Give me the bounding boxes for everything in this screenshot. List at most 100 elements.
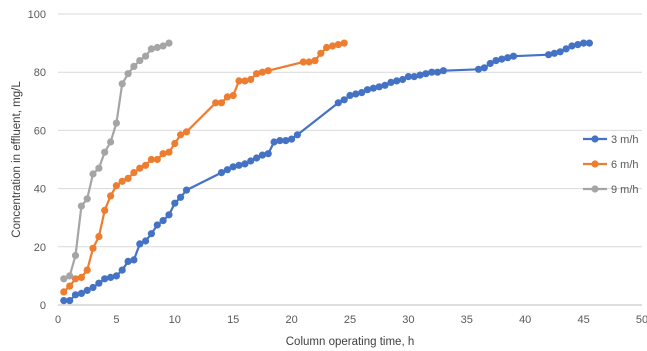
data-point <box>142 237 150 245</box>
data-point <box>112 182 120 190</box>
data-point <box>504 54 512 62</box>
legend-label: 6 m/h <box>611 159 639 171</box>
data-point <box>136 240 144 248</box>
data-point <box>223 166 231 174</box>
data-point <box>323 43 331 52</box>
data-point <box>235 77 243 85</box>
data-point <box>159 217 167 225</box>
data-point <box>159 150 167 158</box>
data-point <box>118 80 126 88</box>
data-point <box>474 65 483 73</box>
data-point <box>217 169 226 177</box>
y-axis-ticks: 0 20 40 60 80 100 <box>28 9 46 312</box>
data-point <box>399 75 407 84</box>
data-point <box>60 288 68 296</box>
data-point <box>142 52 150 60</box>
data-point <box>212 99 220 107</box>
x-tick-label: 15 <box>227 314 239 326</box>
legend-marker <box>591 160 599 168</box>
series-1 <box>60 39 348 296</box>
data-point <box>130 169 138 177</box>
data-point <box>509 52 518 60</box>
legend: 3 m/h 6 m/h 9 m/h <box>583 134 639 196</box>
data-point <box>124 257 132 265</box>
series-line <box>63 42 590 302</box>
data-point <box>258 68 266 76</box>
data-point <box>71 251 80 260</box>
legend-marker <box>591 185 599 193</box>
series-line <box>63 42 345 293</box>
data-point <box>130 256 138 264</box>
legend-item: 3 m/h <box>583 134 639 146</box>
data-point <box>147 230 155 238</box>
data-point <box>177 193 185 201</box>
data-point <box>585 39 594 47</box>
y-tick-label: 60 <box>34 125 46 137</box>
data-point <box>165 148 173 156</box>
x-tick-label: 10 <box>169 314 181 326</box>
x-tick-label: 30 <box>402 314 414 326</box>
data-point <box>241 160 249 168</box>
data-point <box>381 81 389 89</box>
data-point <box>410 73 418 81</box>
data-point <box>101 148 109 156</box>
data-point <box>71 275 80 283</box>
data-point <box>182 186 191 194</box>
data-point <box>416 71 424 79</box>
data-point <box>375 83 383 91</box>
data-point <box>363 86 372 94</box>
x-tick-label: 25 <box>344 314 356 326</box>
data-point <box>340 39 348 47</box>
data-point <box>428 68 436 76</box>
x-tick-label: 5 <box>113 314 119 326</box>
data-point <box>293 131 301 139</box>
legend-label: 9 m/h <box>611 184 639 196</box>
series-0 <box>60 39 594 305</box>
data-point <box>118 177 126 185</box>
x-axis-label: Column operating time, h <box>286 336 414 348</box>
data-point <box>147 45 155 53</box>
data-point <box>77 202 85 210</box>
data-point <box>71 291 80 299</box>
data-point <box>159 42 167 50</box>
data-point <box>95 233 103 241</box>
data-point <box>358 89 366 97</box>
data-point <box>171 139 179 148</box>
data-point <box>165 211 173 219</box>
legend-marker <box>591 135 599 143</box>
data-point <box>112 272 120 280</box>
data-point <box>130 62 138 70</box>
data-point <box>340 96 348 104</box>
data-point <box>545 51 553 59</box>
data-point <box>101 206 109 214</box>
data-point <box>352 90 360 98</box>
data-point <box>492 57 500 65</box>
data-point <box>107 138 115 146</box>
y-tick-label: 0 <box>40 300 46 312</box>
data-point <box>101 275 109 283</box>
data-point <box>107 273 115 281</box>
data-point <box>568 42 576 50</box>
data-point <box>118 266 126 274</box>
data-point <box>229 91 237 100</box>
data-point <box>334 99 342 107</box>
data-point <box>434 68 442 76</box>
data-point <box>247 75 255 84</box>
data-point <box>89 283 97 292</box>
data-point <box>270 138 278 146</box>
data-point <box>369 84 377 92</box>
data-point <box>171 199 179 207</box>
data-point <box>241 77 249 85</box>
data-point <box>124 70 132 78</box>
data-point <box>305 58 313 66</box>
data-point <box>311 57 319 65</box>
data-point <box>165 39 173 47</box>
data-point <box>153 221 161 229</box>
y-axis-label: Concentration in effluent, mg/L <box>11 81 23 238</box>
series-layer <box>60 39 594 305</box>
data-point <box>142 161 150 169</box>
data-point <box>89 244 97 252</box>
x-axis-ticks: 0 5 10 15 20 25 30 35 40 45 50 <box>55 314 647 326</box>
gridlines <box>58 13 642 248</box>
data-point <box>95 279 103 287</box>
